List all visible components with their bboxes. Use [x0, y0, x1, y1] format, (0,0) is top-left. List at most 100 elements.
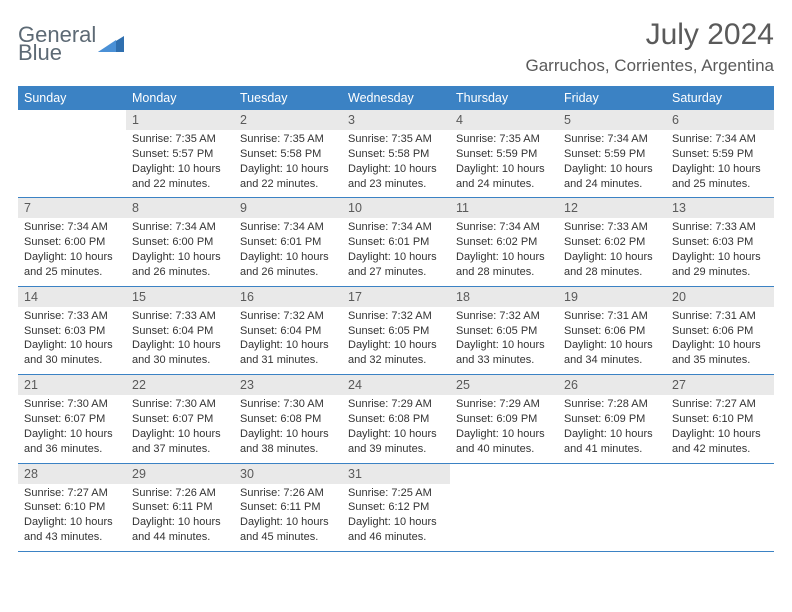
location-text: Garruchos, Corrientes, Argentina [525, 56, 774, 76]
sunset-text: Sunset: 6:08 PM [240, 412, 336, 427]
day-cell: 3Sunrise: 7:35 AMSunset: 5:58 PMDaylight… [342, 110, 450, 197]
day-number: 28 [18, 464, 126, 484]
day-number: 6 [666, 110, 774, 130]
day-number: 14 [18, 287, 126, 307]
sunrise-text: Sunrise: 7:35 AM [132, 132, 228, 147]
day-details: Sunrise: 7:34 AMSunset: 5:59 PMDaylight:… [558, 130, 666, 197]
weekday-monday: Monday [126, 86, 234, 110]
sunrise-text: Sunrise: 7:34 AM [456, 220, 552, 235]
daylight-text: Daylight: 10 hours and 32 minutes. [348, 338, 444, 368]
day-details: Sunrise: 7:29 AMSunset: 6:08 PMDaylight:… [342, 395, 450, 462]
day-details: Sunrise: 7:31 AMSunset: 6:06 PMDaylight:… [558, 307, 666, 374]
day-details: Sunrise: 7:26 AMSunset: 6:11 PMDaylight:… [234, 484, 342, 551]
sunrise-text: Sunrise: 7:35 AM [348, 132, 444, 147]
day-details: Sunrise: 7:34 AMSunset: 6:01 PMDaylight:… [234, 218, 342, 285]
day-cell [558, 464, 666, 551]
sunrise-text: Sunrise: 7:27 AM [24, 486, 120, 501]
sunrise-text: Sunrise: 7:34 AM [348, 220, 444, 235]
daylight-text: Daylight: 10 hours and 25 minutes. [672, 162, 768, 192]
day-cell: 9Sunrise: 7:34 AMSunset: 6:01 PMDaylight… [234, 198, 342, 285]
sunrise-text: Sunrise: 7:31 AM [672, 309, 768, 324]
day-number: 20 [666, 287, 774, 307]
day-cell: 2Sunrise: 7:35 AMSunset: 5:58 PMDaylight… [234, 110, 342, 197]
day-cell: 18Sunrise: 7:32 AMSunset: 6:05 PMDayligh… [450, 287, 558, 374]
daylight-text: Daylight: 10 hours and 33 minutes. [456, 338, 552, 368]
day-cell: 31Sunrise: 7:25 AMSunset: 6:12 PMDayligh… [342, 464, 450, 551]
day-cell: 14Sunrise: 7:33 AMSunset: 6:03 PMDayligh… [18, 287, 126, 374]
day-details: Sunrise: 7:35 AMSunset: 5:58 PMDaylight:… [342, 130, 450, 197]
day-number: 26 [558, 375, 666, 395]
day-cell: 10Sunrise: 7:34 AMSunset: 6:01 PMDayligh… [342, 198, 450, 285]
day-cell: 20Sunrise: 7:31 AMSunset: 6:06 PMDayligh… [666, 287, 774, 374]
sunset-text: Sunset: 5:57 PM [132, 147, 228, 162]
day-number [558, 464, 666, 470]
month-title: July 2024 [525, 18, 774, 52]
day-cell: 1Sunrise: 7:35 AMSunset: 5:57 PMDaylight… [126, 110, 234, 197]
sunrise-text: Sunrise: 7:33 AM [564, 220, 660, 235]
day-cell: 15Sunrise: 7:33 AMSunset: 6:04 PMDayligh… [126, 287, 234, 374]
sunset-text: Sunset: 5:58 PM [240, 147, 336, 162]
day-number: 22 [126, 375, 234, 395]
day-details: Sunrise: 7:35 AMSunset: 5:58 PMDaylight:… [234, 130, 342, 197]
sunset-text: Sunset: 6:10 PM [24, 500, 120, 515]
title-block: July 2024 Garruchos, Corrientes, Argenti… [525, 18, 774, 76]
sunset-text: Sunset: 6:01 PM [240, 235, 336, 250]
sunrise-text: Sunrise: 7:34 AM [24, 220, 120, 235]
daylight-text: Daylight: 10 hours and 25 minutes. [24, 250, 120, 280]
day-details: Sunrise: 7:33 AMSunset: 6:02 PMDaylight:… [558, 218, 666, 285]
sunrise-text: Sunrise: 7:32 AM [240, 309, 336, 324]
sunset-text: Sunset: 5:59 PM [564, 147, 660, 162]
day-cell [666, 464, 774, 551]
daylight-text: Daylight: 10 hours and 37 minutes. [132, 427, 228, 457]
day-number: 3 [342, 110, 450, 130]
day-number: 2 [234, 110, 342, 130]
sunrise-text: Sunrise: 7:33 AM [672, 220, 768, 235]
sunrise-text: Sunrise: 7:26 AM [240, 486, 336, 501]
daylight-text: Daylight: 10 hours and 43 minutes. [24, 515, 120, 545]
daylight-text: Daylight: 10 hours and 35 minutes. [672, 338, 768, 368]
day-details: Sunrise: 7:33 AMSunset: 6:03 PMDaylight:… [18, 307, 126, 374]
weekday-header-row: Sunday Monday Tuesday Wednesday Thursday… [18, 86, 774, 110]
daylight-text: Daylight: 10 hours and 27 minutes. [348, 250, 444, 280]
sunrise-text: Sunrise: 7:34 AM [240, 220, 336, 235]
weeks-container: 1Sunrise: 7:35 AMSunset: 5:57 PMDaylight… [18, 110, 774, 552]
sunset-text: Sunset: 5:59 PM [456, 147, 552, 162]
day-number: 16 [234, 287, 342, 307]
day-cell: 4Sunrise: 7:35 AMSunset: 5:59 PMDaylight… [450, 110, 558, 197]
day-cell: 12Sunrise: 7:33 AMSunset: 6:02 PMDayligh… [558, 198, 666, 285]
day-number: 19 [558, 287, 666, 307]
daylight-text: Daylight: 10 hours and 22 minutes. [132, 162, 228, 192]
daylight-text: Daylight: 10 hours and 39 minutes. [348, 427, 444, 457]
day-cell: 13Sunrise: 7:33 AMSunset: 6:03 PMDayligh… [666, 198, 774, 285]
sunset-text: Sunset: 6:08 PM [348, 412, 444, 427]
sunrise-text: Sunrise: 7:27 AM [672, 397, 768, 412]
day-cell: 28 Sunrise: 7:27 AMSunset: 6:10 PMDayligh… [18, 464, 126, 551]
day-cell [18, 110, 126, 197]
week-row: 28 Sunrise: 7:27 AMSunset: 6:10 PMDayligh… [18, 464, 774, 552]
sunset-text: Sunset: 6:01 PM [348, 235, 444, 250]
day-details: Sunrise: 7:32 AMSunset: 6:05 PMDaylight:… [342, 307, 450, 374]
day-number: 4 [450, 110, 558, 130]
sunset-text: Sunset: 6:12 PM [348, 500, 444, 515]
day-cell: 17Sunrise: 7:32 AMSunset: 6:05 PMDayligh… [342, 287, 450, 374]
day-cell: 11Sunrise: 7:34 AMSunset: 6:02 PMDayligh… [450, 198, 558, 285]
day-number: 13 [666, 198, 774, 218]
day-number: 24 [342, 375, 450, 395]
daylight-text: Daylight: 10 hours and 31 minutes. [240, 338, 336, 368]
daylight-text: Daylight: 10 hours and 34 minutes. [564, 338, 660, 368]
day-cell: 8Sunrise: 7:34 AMSunset: 6:00 PMDaylight… [126, 198, 234, 285]
sunset-text: Sunset: 6:02 PM [564, 235, 660, 250]
day-number: 27 [666, 375, 774, 395]
sunset-text: Sunset: 6:06 PM [564, 324, 660, 339]
sunrise-text: Sunrise: 7:30 AM [132, 397, 228, 412]
sunset-text: Sunset: 6:07 PM [24, 412, 120, 427]
logo-triangle-icon [98, 34, 124, 54]
day-details: Sunrise: 7:35 AMSunset: 5:59 PMDaylight:… [450, 130, 558, 197]
day-number: 17 [342, 287, 450, 307]
daylight-text: Daylight: 10 hours and 36 minutes. [24, 427, 120, 457]
sunrise-text: Sunrise: 7:34 AM [564, 132, 660, 147]
sunrise-text: Sunrise: 7:35 AM [240, 132, 336, 147]
sunrise-text: Sunrise: 7:35 AM [456, 132, 552, 147]
sunrise-text: Sunrise: 7:32 AM [456, 309, 552, 324]
day-details: Sunrise: 7:35 AMSunset: 5:57 PMDaylight:… [126, 130, 234, 197]
